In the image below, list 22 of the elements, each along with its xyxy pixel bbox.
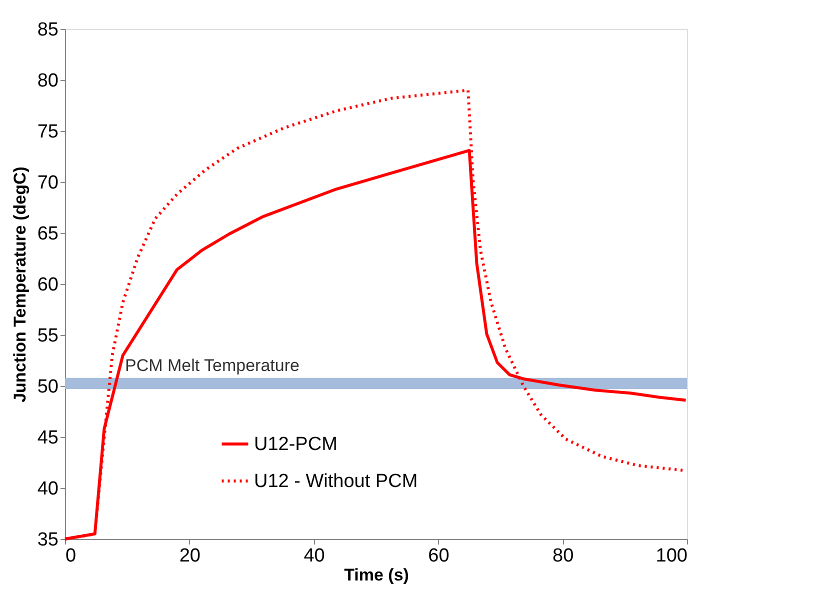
band-label: PCM Melt Temperature	[125, 356, 300, 375]
x-tick-label: 20	[179, 546, 200, 566]
y-tick-label: 35	[37, 530, 58, 550]
y-tick-label: 60	[37, 274, 58, 296]
y-axis-title: Junction Temperature (degC)	[10, 166, 30, 402]
legend-label: U12 - Without PCM	[254, 471, 418, 492]
y-tick-label: 85	[37, 20, 58, 40]
y-tick-label: 65	[37, 224, 58, 244]
y-tick-label: 50	[37, 376, 58, 398]
y-tick-label: 55	[37, 326, 58, 346]
y-tick-label: 40	[37, 478, 58, 500]
x-tick-label: 40	[304, 546, 325, 566]
y-tick-label: 75	[37, 122, 58, 142]
x-tick-label: 100	[656, 546, 688, 566]
x-tick-label: 60	[428, 546, 450, 566]
y-tick-label: 70	[37, 172, 58, 194]
y-tick-label: 45	[37, 428, 58, 448]
x-axis-title: Time (s)	[344, 566, 409, 584]
x-tick-label: 0	[66, 546, 76, 566]
y-tick-label: 80	[37, 70, 58, 92]
x-tick-label: 80	[552, 546, 574, 566]
legend-label: U12-PCM	[254, 434, 338, 455]
